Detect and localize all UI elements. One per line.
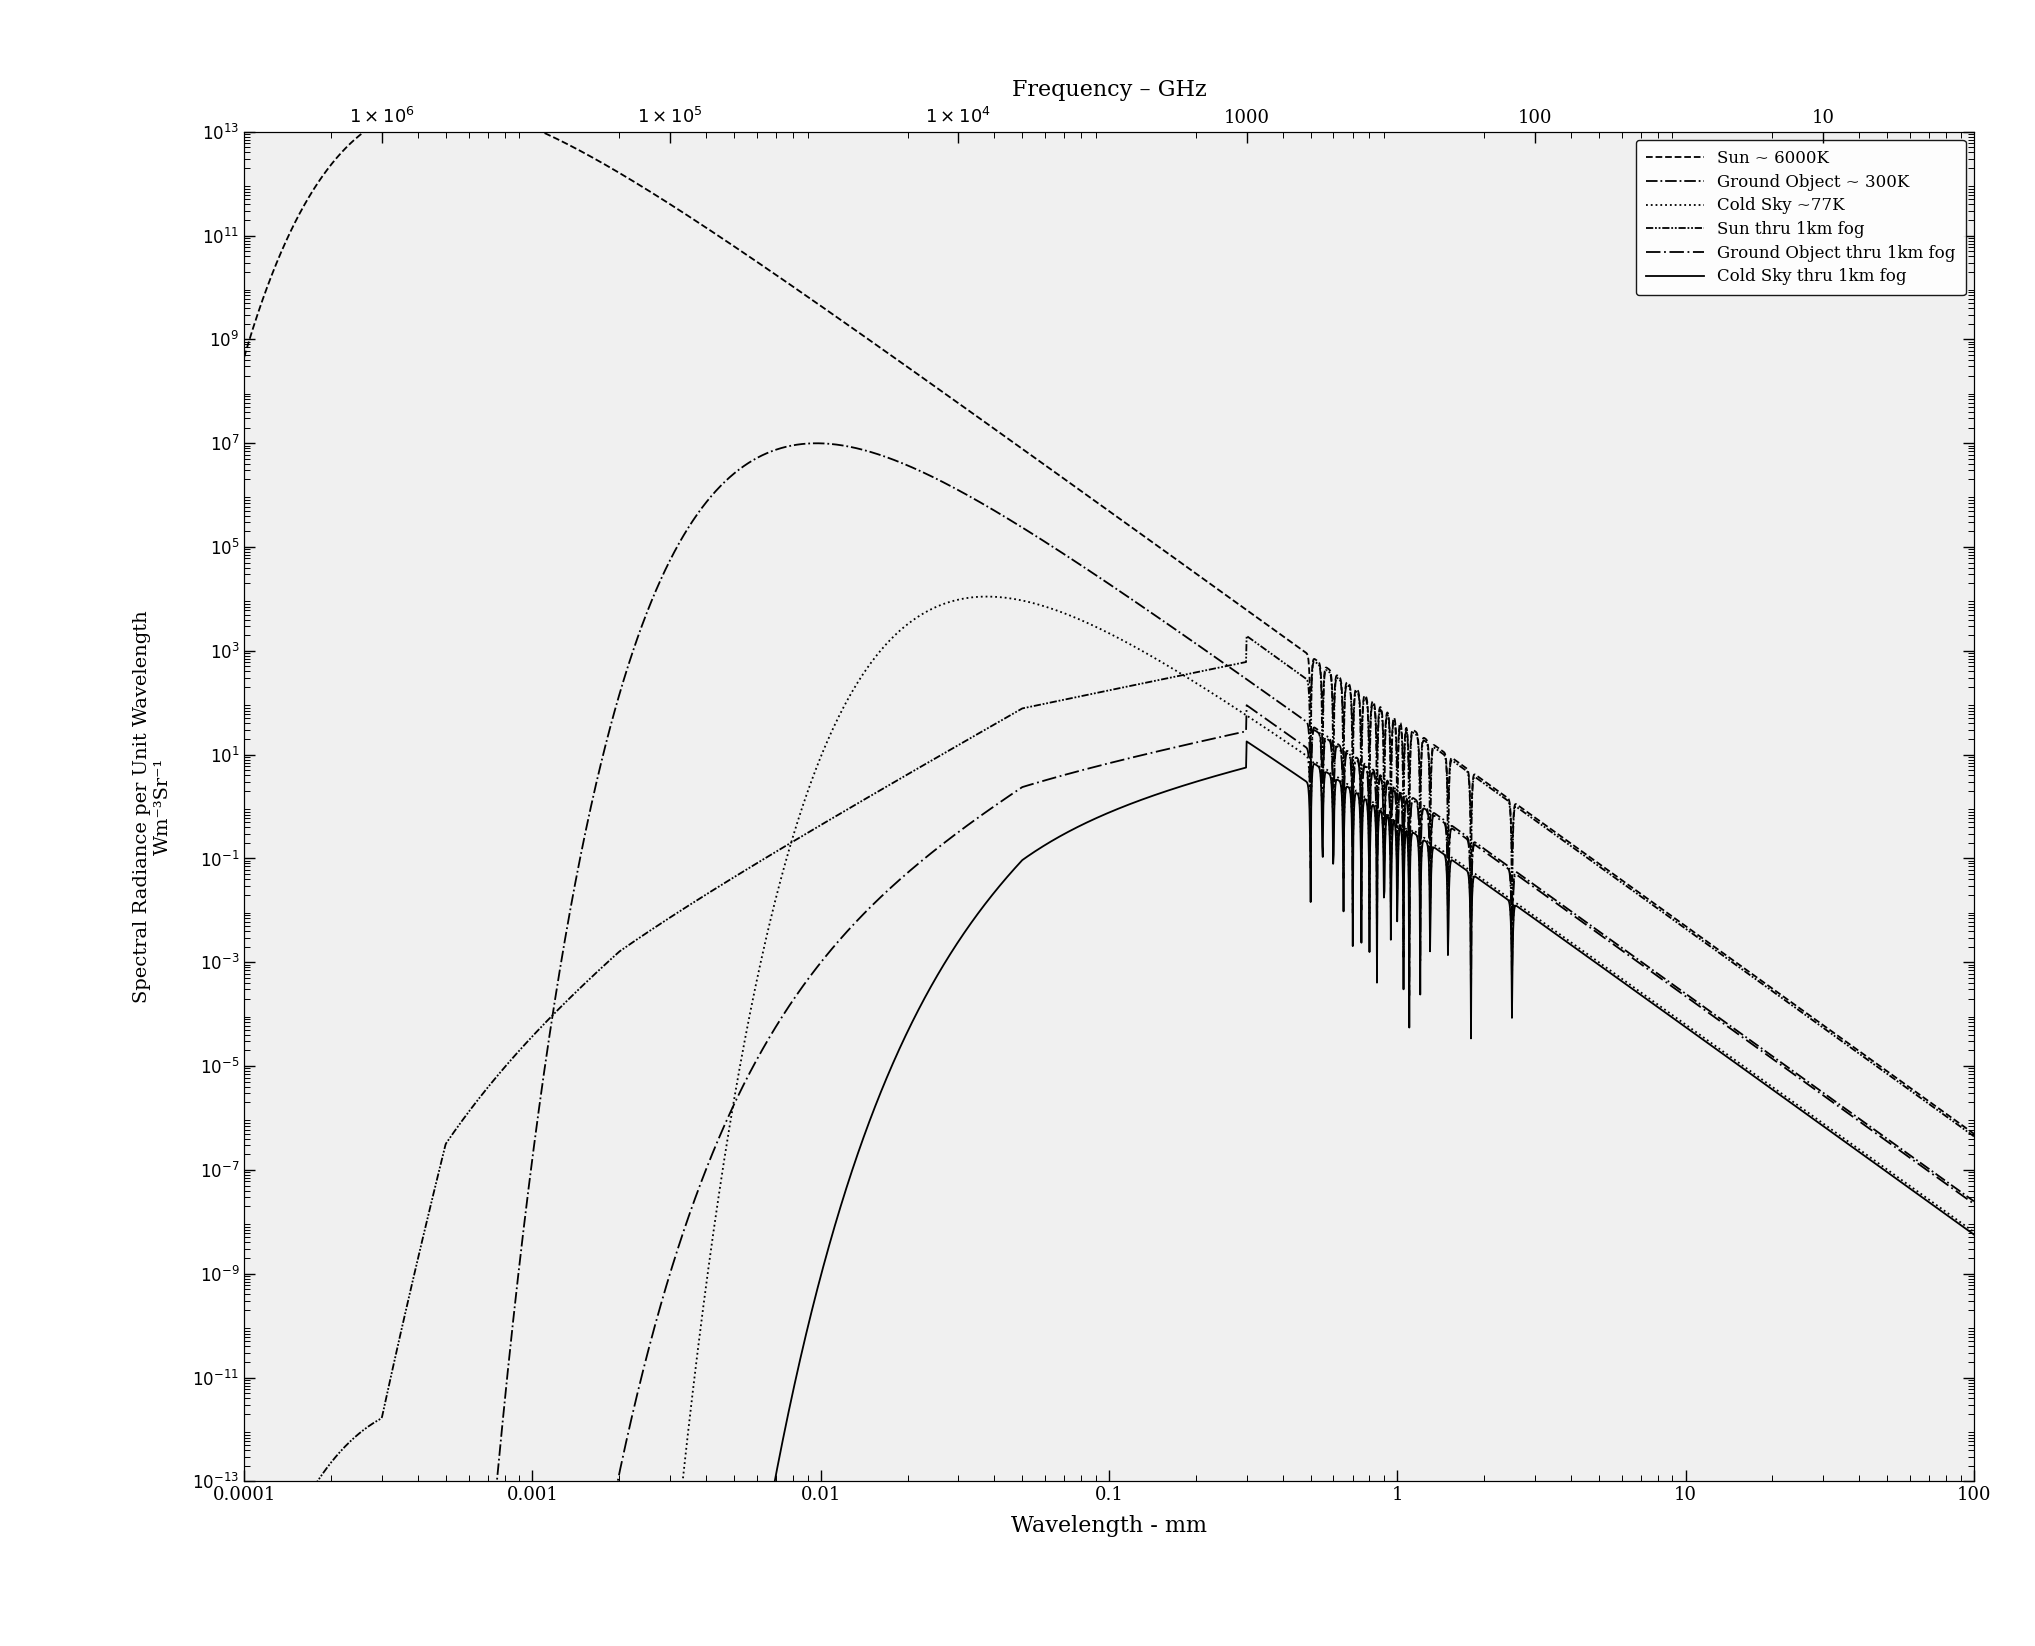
Line: Cold Sky thru 1km fog: Cold Sky thru 1km fog: [244, 741, 1974, 1534]
Ground Object ~ 300K: [531, 1062, 556, 1081]
Sun thru 1km fog: [531, 1014, 556, 1034]
Cold Sky thru 1km fog: [1962, 1225, 1986, 1244]
Y-axis label: Spectral Radiance per Unit Wavelength
Wm⁻³Sr⁻¹: Spectral Radiance per Unit Wavelength Wm…: [132, 611, 171, 1002]
Cold Sky ~77K: [895, 614, 920, 634]
Ground Object thru 1km fog: [429, 1524, 454, 1544]
Cold Sky ~77K: [1962, 1221, 1986, 1241]
Cold Sky ~77K: [232, 1524, 256, 1544]
Ground Object ~ 300K: [1929, 1167, 1954, 1187]
Cold Sky thru 1km fog: [429, 1524, 454, 1544]
Cold Sky ~77K: [531, 1524, 556, 1544]
Ground Object ~ 300K: [1742, 1034, 1766, 1053]
Line: Ground Object thru 1km fog: Ground Object thru 1km fog: [244, 704, 1974, 1534]
Sun thru 1km fog: [895, 764, 920, 783]
Sun ~ 6000K: [1742, 966, 1766, 986]
Ground Object thru 1km fog: [971, 805, 995, 825]
Sun thru 1km fog: [429, 1151, 454, 1170]
Cold Sky thru 1km fog: [971, 897, 995, 917]
Sun thru 1km fog: [1235, 625, 1260, 645]
Sun thru 1km fog: [971, 721, 995, 741]
Sun ~ 6000K: [1929, 1100, 1954, 1119]
Ground Object thru 1km fog: [1962, 1193, 1986, 1213]
Ground Object thru 1km fog: [531, 1524, 556, 1544]
Sun thru 1km fog: [1962, 1126, 1986, 1146]
Sun ~ 6000K: [232, 347, 256, 367]
Cold Sky ~77K: [971, 586, 995, 606]
Line: Sun thru 1km fog: Sun thru 1km fog: [244, 635, 1974, 1534]
Ground Object ~ 300K: [895, 456, 920, 476]
Sun ~ 6000K: [895, 357, 920, 377]
Cold Sky thru 1km fog: [1742, 1067, 1766, 1086]
Ground Object ~ 300K: [971, 494, 995, 514]
Ground Object thru 1km fog: [1929, 1170, 1954, 1190]
Ground Object thru 1km fog: [1742, 1035, 1766, 1055]
Cold Sky thru 1km fog: [1235, 731, 1260, 751]
Ground Object ~ 300K: [1962, 1192, 1986, 1211]
Line: Sun ~ 6000K: Sun ~ 6000K: [244, 105, 1974, 1134]
Ground Object thru 1km fog: [895, 863, 920, 882]
Cold Sky ~77K: [1742, 1063, 1766, 1083]
Sun thru 1km fog: [1742, 968, 1766, 988]
Cold Sky ~77K: [1929, 1198, 1954, 1218]
Sun ~ 6000K: [429, 95, 454, 115]
Cold Sky thru 1km fog: [1929, 1200, 1954, 1220]
Cold Sky thru 1km fog: [531, 1524, 556, 1544]
Cold Sky thru 1km fog: [895, 1022, 920, 1042]
Cold Sky ~77K: [975, 586, 999, 606]
Legend: Sun ~ 6000K, Ground Object ~ 300K, Cold Sky ~77K, Sun thru 1km fog, Ground Objec: Sun ~ 6000K, Ground Object ~ 300K, Cold …: [1636, 140, 1966, 295]
Sun ~ 6000K: [1962, 1124, 1986, 1144]
Sun ~ 6000K: [971, 412, 995, 431]
Ground Object ~ 300K: [804, 433, 828, 453]
Ground Object ~ 300K: [232, 1524, 256, 1544]
X-axis label: Wavelength - mm: Wavelength - mm: [1011, 1516, 1207, 1537]
Cold Sky thru 1km fog: [232, 1524, 256, 1544]
Line: Cold Sky ~77K: Cold Sky ~77K: [244, 596, 1974, 1534]
Cold Sky ~77K: [429, 1524, 454, 1544]
Line: Ground Object ~ 300K: Ground Object ~ 300K: [244, 443, 1974, 1534]
Sun thru 1km fog: [1929, 1103, 1954, 1123]
Ground Object thru 1km fog: [1235, 695, 1260, 714]
Ground Object thru 1km fog: [232, 1524, 256, 1544]
Sun ~ 6000K: [429, 95, 454, 115]
Sun thru 1km fog: [232, 1524, 256, 1544]
Sun ~ 6000K: [533, 123, 558, 143]
X-axis label: Frequency – GHz: Frequency – GHz: [1011, 79, 1207, 100]
Ground Object ~ 300K: [429, 1524, 454, 1544]
